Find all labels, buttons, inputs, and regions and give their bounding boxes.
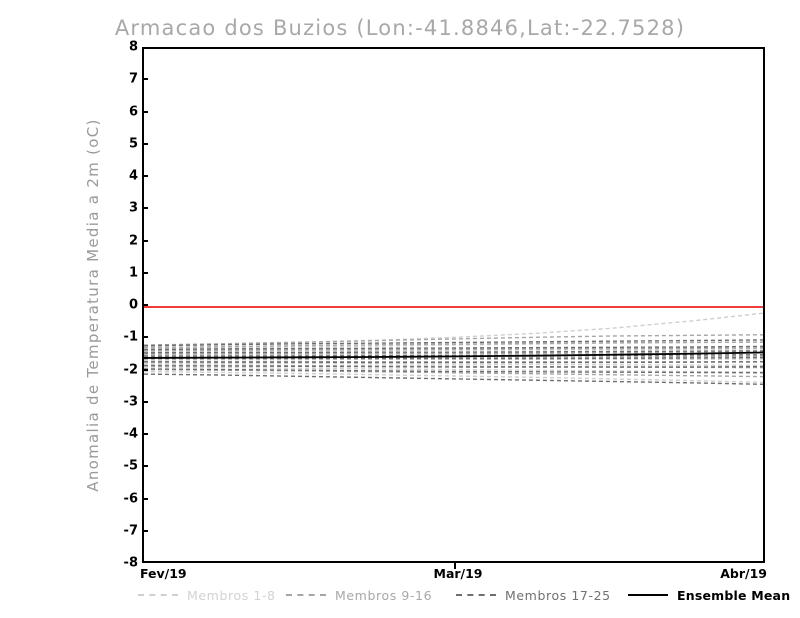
member-line-25 [144,374,765,384]
y-tick-mark [142,142,148,145]
y-axis-tick-labels: 8 7 6 5 4 3 2 1 0 -1 -2 -3 -4 -5 -6 -7 -8 [96,40,138,571]
plot-area [142,47,765,563]
legend-line-swatch [456,594,496,596]
legend-label: Membros 9-16 [335,587,433,603]
y-tick-label: 0 [128,297,138,313]
x-tick-label: Mar/19 [433,566,483,581]
x-tick-label: Abr/19 [720,566,767,581]
x-tick-label: Fev/19 [140,566,187,581]
member-line-9 [144,335,765,345]
y-tick-label: 2 [128,233,138,248]
y-tick-mark [142,175,148,177]
y-tick-label: 4 [128,168,138,184]
y-tick-label: -3 [123,394,138,410]
legend-line-swatch [286,594,326,596]
y-tick-mark [142,465,148,468]
member-line-16 [144,370,765,377]
y-tick-mark [142,304,148,306]
member-line-8 [144,372,765,383]
chart-title: Armacao dos Buzios (Lon:-41.8846,Lat:-22… [114,16,686,40]
member-line-1 [144,313,765,347]
y-tick-label: -4 [123,426,138,442]
y-tick-label: 5 [128,136,138,152]
y-tick-mark [142,368,148,371]
chart-legend: Membros 1-8 Membros 9-16 Membros 17-25 Ense… [138,585,790,605]
y-tick-mark [142,336,148,339]
y-tick-label: 8 [128,39,138,55]
y-tick-mark [142,497,148,500]
legend-entry[interactable]: Membros 17-25 [456,585,611,605]
x-tick-mark [453,563,456,569]
legend-label: Membros 17-25 [505,587,611,603]
legend-label: Membros 1-8 [187,587,276,603]
legend-entry[interactable]: Membros 9-16 [286,585,432,605]
y-tick-mark [142,78,148,81]
member-line-12 [144,352,765,354]
y-tick-mark [142,529,148,532]
y-tick-mark [142,239,148,242]
legend-line-swatch [628,593,668,597]
member-line-22 [144,362,765,363]
y-tick-mark [142,271,148,274]
member-line-13 [144,356,765,357]
plot-svg [144,306,765,563]
y-tick-label: -5 [123,458,138,474]
y-tick-label: -7 [123,523,138,539]
y-tick-mark [142,207,148,210]
y-tick-label: -8 [123,555,138,571]
member-line-24 [144,369,765,373]
y-tick-label: 6 [128,104,138,119]
member-line-11 [144,348,765,351]
member-line-6 [144,363,765,365]
member-line-19 [144,351,765,353]
member-line-17 [144,340,765,346]
y-tick-label: 7 [128,71,138,87]
legend-entry[interactable]: Ensemble Mean [628,585,790,605]
legend-entry[interactable]: Membros 1-8 [138,585,276,605]
member-line-23 [144,366,765,367]
y-tick-label: -2 [123,362,138,377]
y-tick-mark [142,433,148,435]
member-line-10 [144,342,765,347]
legend-label: Ensemble Mean [677,587,791,603]
y-tick-mark [142,110,148,113]
legend-line-swatch [138,594,178,596]
ensemble-mean-line [144,352,765,357]
member-line-3 [144,349,765,352]
y-tick-label: -1 [123,329,138,345]
member-line-7 [144,367,765,372]
member-line-18 [144,346,765,349]
member-line-21 [144,358,765,359]
y-tick-label: 1 [128,265,138,281]
y-tick-label: -6 [123,491,138,506]
y-tick-label: 3 [128,200,138,216]
y-tick-mark [142,400,148,403]
